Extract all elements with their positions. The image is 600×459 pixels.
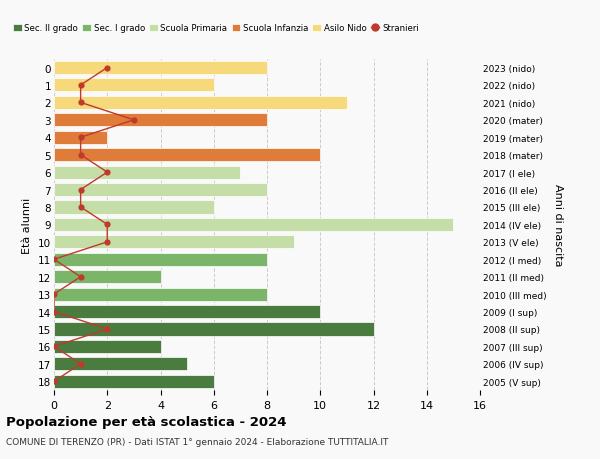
Point <box>76 186 85 194</box>
Legend: Sec. II grado, Sec. I grado, Scuola Primaria, Scuola Infanzia, Asilo Nido, Stran: Sec. II grado, Sec. I grado, Scuola Prim… <box>10 21 422 37</box>
Point <box>76 134 85 142</box>
Point <box>76 100 85 107</box>
Bar <box>54 166 241 179</box>
Bar <box>54 62 267 75</box>
Text: COMUNE DI TERENZO (PR) - Dati ISTAT 1° gennaio 2024 - Elaborazione TUTTITALIA.IT: COMUNE DI TERENZO (PR) - Dati ISTAT 1° g… <box>6 437 388 446</box>
Point <box>49 378 59 385</box>
Bar <box>54 218 454 231</box>
Point <box>49 256 59 263</box>
Bar <box>54 358 187 370</box>
Bar <box>54 253 267 266</box>
Bar <box>54 323 373 336</box>
Point <box>103 221 112 229</box>
Point <box>76 151 85 159</box>
Point <box>49 291 59 298</box>
Bar <box>54 305 320 319</box>
Bar <box>54 79 214 92</box>
Y-axis label: Anni di nascita: Anni di nascita <box>553 184 563 266</box>
Point <box>49 308 59 315</box>
Point <box>49 343 59 350</box>
Y-axis label: Età alunni: Età alunni <box>22 197 32 253</box>
Point <box>103 169 112 176</box>
Point <box>76 204 85 211</box>
Text: Popolazione per età scolastica - 2024: Popolazione per età scolastica - 2024 <box>6 415 287 428</box>
Bar <box>54 201 214 214</box>
Point <box>76 274 85 281</box>
Bar <box>54 236 293 249</box>
Bar <box>54 270 161 284</box>
Point <box>103 325 112 333</box>
Point <box>76 82 85 90</box>
Point <box>103 239 112 246</box>
Bar <box>54 340 161 353</box>
Bar <box>54 131 107 145</box>
Bar <box>54 149 320 162</box>
Bar <box>54 288 267 301</box>
Point <box>103 65 112 72</box>
Bar <box>54 184 267 196</box>
Bar <box>54 97 347 110</box>
Bar <box>54 375 214 388</box>
Bar <box>54 114 267 127</box>
Point <box>76 360 85 368</box>
Point <box>129 117 139 124</box>
